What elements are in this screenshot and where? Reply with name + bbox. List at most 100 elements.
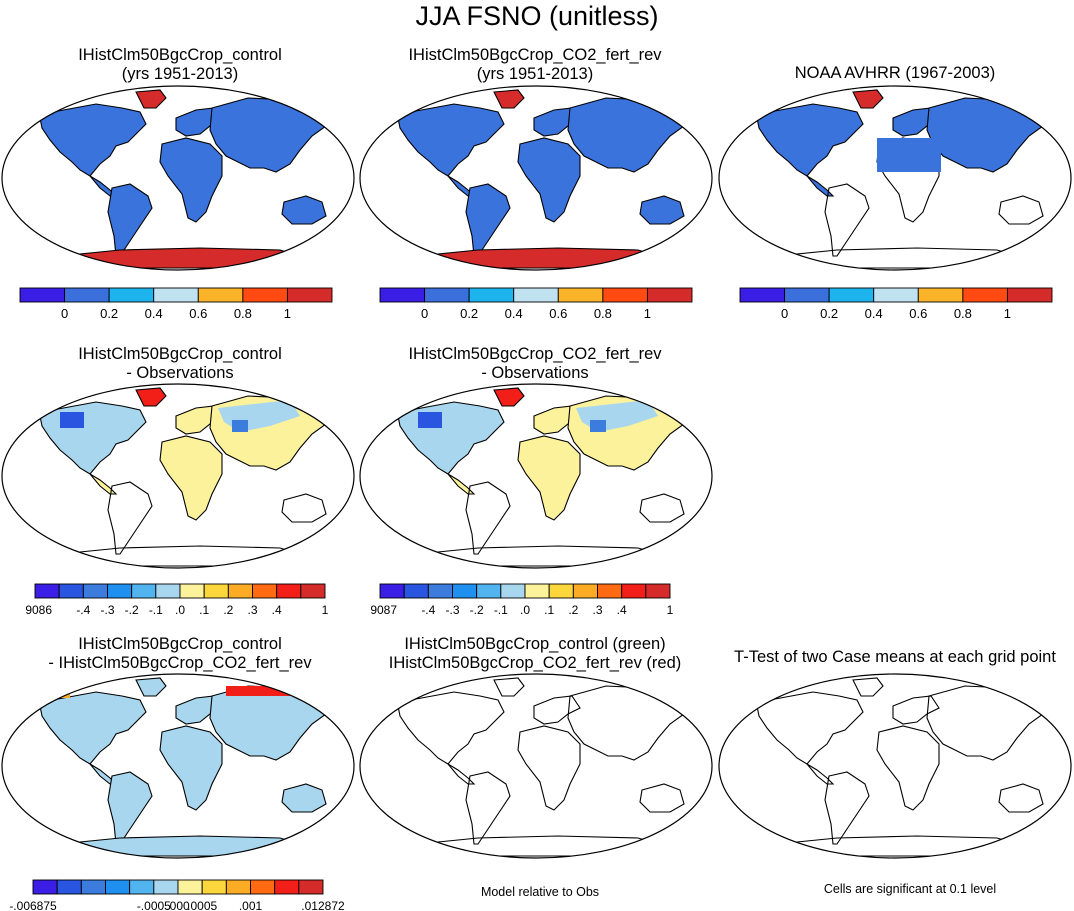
- map-frame: [718, 673, 1072, 859]
- colorbar-swatch: [962, 287, 1008, 303]
- colorbar-swatch: [784, 287, 830, 303]
- canada-strong-negative: [60, 412, 84, 428]
- panel-2-title-line2: (yrs 1951-2013): [476, 65, 594, 83]
- colorbar-tick-label: -.4: [76, 603, 90, 617]
- colorbar-tick-label: 1: [1004, 306, 1011, 321]
- colorbar-swatch: [197, 287, 244, 303]
- north-america-outline: [39, 691, 147, 765]
- colorbar-swatch: [621, 583, 647, 599]
- colorbar-swatch: [917, 287, 964, 303]
- map-co2-fert-rev-absolute: [359, 85, 713, 271]
- canada-strong-negative: [418, 412, 442, 428]
- colorbar-tick-label: -.9087: [370, 603, 397, 617]
- map-case-comparison-green-red: [359, 673, 713, 859]
- colorbar-tick-label: .4: [617, 603, 627, 617]
- colorbar-tick-label: -.1: [494, 603, 508, 617]
- asia-outline: [567, 97, 691, 173]
- australia-outline: [281, 493, 327, 523]
- colorbar-tick-label: .000: [166, 899, 190, 911]
- africa-outline: [517, 137, 581, 223]
- colorbar-swatch: [250, 879, 276, 895]
- colorbar-swatch: [276, 583, 302, 599]
- central-america-outline: [447, 763, 476, 785]
- colorbar-tick-label: -.9086: [25, 603, 52, 617]
- colorbar-swatch: [452, 583, 478, 599]
- colorbar-tick-label: .0: [175, 603, 185, 617]
- panel-4-title-line1: IHistClm50BgcCrop_control: [78, 345, 282, 363]
- colorbar-swatch: [1006, 287, 1053, 303]
- colorbar-swatch: [500, 583, 526, 599]
- colorbar-swatch: [34, 583, 60, 599]
- colorbar-swatch: [131, 583, 157, 599]
- north-america-outline: [39, 401, 147, 475]
- colorbar-tick-label: -.3: [445, 603, 459, 617]
- asia-outline: [926, 685, 1050, 761]
- panel-3-title-line1: NOAA AVHRR (1967-2003): [794, 64, 996, 82]
- arctic-positive-cells: [226, 686, 296, 696]
- colorbar-swatch: [19, 287, 66, 303]
- colorbar-control-minus-obs: -.9086 -.4 -.3 -.2 -.1 .0 .1 .2 .3 .4 1: [25, 583, 329, 617]
- asia-outline: [209, 685, 333, 761]
- greenland-outline: [852, 89, 884, 109]
- panel-5-title-line2: - Observations: [481, 364, 589, 382]
- colorbar-swatch: [153, 287, 199, 303]
- map-land-group: [39, 387, 333, 567]
- colorbar-tick-label: 0.4: [865, 306, 883, 321]
- asia-outline: [567, 685, 691, 761]
- map-land-group: [756, 677, 1050, 857]
- africa-outline: [517, 725, 581, 811]
- panel-6-title-line1: IHistClm50BgcCrop_control: [78, 635, 282, 653]
- south-america-outline: [465, 481, 511, 555]
- north-america-outline: [39, 103, 147, 177]
- australia-outline: [281, 783, 327, 813]
- north-america-outline: [397, 691, 505, 765]
- colorbar-swatch: [513, 287, 559, 303]
- south-america-outline: [465, 183, 511, 257]
- greenland-outline: [493, 89, 525, 109]
- central-america-outline: [447, 473, 476, 495]
- panel-1-title-line1: IHistClm50BgcCrop_control: [78, 46, 282, 64]
- colorbar-swatch: [80, 879, 106, 895]
- colorbar-tick-label: .3: [592, 603, 602, 617]
- map-control-absolute: [1, 85, 355, 271]
- colorbar-swatch: [82, 583, 108, 599]
- africa-outline: [159, 435, 223, 521]
- colorbar-swatch: [424, 287, 470, 303]
- colorbar-swatch: [153, 879, 179, 895]
- panel-3-title: NOAA AVHRR (1967-2003): [755, 64, 1035, 83]
- colorbar-swatch: [468, 287, 515, 303]
- colorbar-tick-label: .0005: [187, 899, 217, 911]
- panel-6-title: IHistClm50BgcCrop_control - IHistClm50Bg…: [20, 635, 340, 673]
- colorbar-swatch: [201, 879, 227, 895]
- south-america-outline: [107, 771, 153, 845]
- colorbar-tick-label: 0: [781, 306, 788, 321]
- panel-1-title: IHistClm50BgcCrop_control (yrs 1951-2013…: [40, 46, 320, 84]
- map-co2-fert-rev-minus-obs: [359, 383, 713, 569]
- colorbar-swatch: [274, 879, 300, 895]
- australia-outline: [639, 195, 685, 225]
- colorbar-tick-label: 0.6: [189, 306, 207, 321]
- south-america-outline: [824, 771, 870, 845]
- colorbar-tick-label: .2: [223, 603, 233, 617]
- colorbar-swatch: [203, 583, 229, 599]
- colorbar-tick-label: 0.2: [820, 306, 838, 321]
- colorbar-tick-label: 0.4: [145, 306, 163, 321]
- panel-8-title-line1: T-Test of two Case means at each grid po…: [734, 648, 1056, 666]
- colorbar-swatch: [597, 583, 623, 599]
- panel-6-title-line2: - IHistClm50BgcCrop_CO2_fert_rev: [48, 654, 312, 672]
- colorbar-swatch: [873, 287, 919, 303]
- map-land-group: [397, 387, 691, 567]
- colorbar-co2-fert-rev-minus-obs: -.9087 -.4 -.3 -.2 -.1 .0 .1 .2 .3 .4 1: [370, 583, 674, 617]
- colorbar-swatch: [177, 879, 203, 895]
- map-frame: [1, 673, 355, 859]
- map-land-group: [39, 89, 333, 269]
- north-america-outline: [756, 691, 864, 765]
- colorbar-tick-label: 1: [322, 603, 329, 617]
- colorbar-swatch: [105, 879, 131, 895]
- panel-7-title-line2: IHistClm50BgcCrop_CO2_fert_rev (red): [388, 654, 682, 672]
- note-model-relative-to-obs: Model relative to Obs: [480, 885, 600, 899]
- figure-title: JJA FSNO (unitless): [415, 1, 659, 31]
- colorbar-tick-label: 0.8: [594, 306, 612, 321]
- map-t-test-significance: [718, 673, 1072, 859]
- panel-5-title-line1: IHistClm50BgcCrop_CO2_fert_rev: [408, 345, 662, 363]
